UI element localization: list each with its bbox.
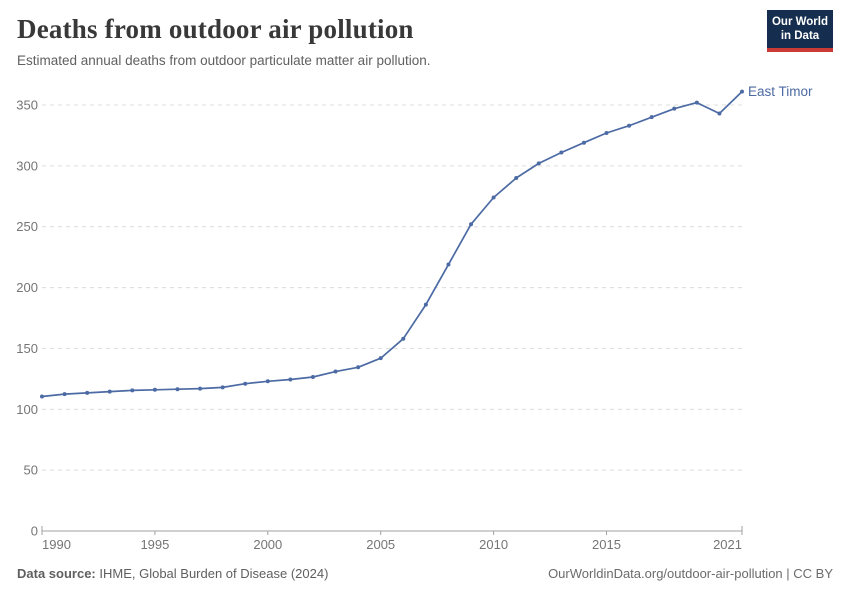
x-tick-label: 2010 [479, 537, 508, 552]
series-line[interactable] [41, 90, 743, 398]
series-point[interactable] [401, 336, 406, 341]
series-point[interactable] [604, 130, 609, 135]
series-point[interactable] [469, 222, 474, 227]
series-point[interactable] [536, 161, 541, 166]
series-point[interactable] [310, 375, 315, 380]
series-point[interactable] [491, 195, 496, 200]
series-point[interactable] [62, 392, 67, 397]
y-tick-label: 200 [16, 280, 38, 295]
y-tick-label: 50 [24, 463, 38, 478]
x-tick-label: 2015 [592, 537, 621, 552]
series-point[interactable] [694, 100, 699, 105]
x-tick-label: 1995 [140, 537, 169, 552]
chart-canvas[interactable]: 0 50 100 150 200 250 300 350 1990 1995 2000 2005 201… [0, 80, 850, 555]
data-source-text: IHME, Global Burden of Disease (2024) [95, 566, 329, 581]
owid-logo-line1: Our World [771, 16, 828, 28]
series-point[interactable] [356, 365, 361, 370]
series-point[interactable] [40, 394, 44, 399]
series-point[interactable] [198, 386, 203, 391]
x-tick-label: 2005 [366, 537, 395, 552]
owid-logo-line2: in Data [780, 30, 820, 42]
x-tick-label: 1990 [42, 537, 71, 552]
series-point[interactable] [152, 387, 157, 392]
series-point[interactable] [672, 106, 677, 111]
data-source-note: Data source: IHME, Global Burden of Dise… [17, 566, 328, 581]
series-point[interactable] [265, 379, 270, 384]
x-tick-label: 2000 [253, 537, 282, 552]
y-tick-label: 150 [16, 341, 38, 356]
series-point[interactable] [423, 302, 428, 307]
y-tick-label: 100 [16, 402, 38, 417]
series-point[interactable] [514, 176, 519, 181]
chart-area: 0 50 100 150 200 250 300 350 1990 1995 2000 2005 201… [0, 80, 850, 555]
entity-label[interactable]: East Timor [748, 84, 813, 99]
series-point[interactable] [107, 389, 112, 394]
chart-subtitle: Estimated annual deaths from outdoor par… [17, 53, 431, 68]
series-point[interactable] [649, 115, 654, 120]
series-point[interactable] [243, 381, 248, 386]
series-point[interactable] [446, 262, 451, 267]
chart-title: Deaths from outdoor air pollution [17, 14, 414, 44]
series-point[interactable] [627, 123, 632, 128]
series-point[interactable] [175, 387, 180, 392]
y-tick-label: 300 [16, 158, 38, 173]
series-point[interactable] [740, 89, 744, 94]
y-tick-label: 0 [31, 524, 38, 539]
y-tick-label: 350 [16, 98, 38, 113]
owid-logo[interactable]: Our World in Data [767, 10, 833, 52]
series-point[interactable] [85, 390, 90, 395]
series-point[interactable] [220, 385, 225, 390]
series-point[interactable] [333, 369, 338, 374]
data-source-label: Data source: [17, 566, 96, 581]
series-point[interactable] [581, 140, 586, 145]
y-tick-label: 250 [16, 219, 38, 234]
series-point[interactable] [717, 111, 722, 116]
x-tick-label: 2021 [713, 537, 742, 552]
license-credit-link[interactable]: OurWorldinData.org/outdoor-air-pollution… [548, 566, 833, 581]
series-point[interactable] [130, 388, 135, 393]
chart-header: Deaths from outdoor air pollution Estima… [17, 14, 750, 69]
series-point[interactable] [288, 377, 293, 382]
series-point[interactable] [378, 356, 383, 361]
series-point[interactable] [559, 150, 564, 155]
chart-footer: Data source: IHME, Global Burden of Dise… [17, 566, 833, 581]
